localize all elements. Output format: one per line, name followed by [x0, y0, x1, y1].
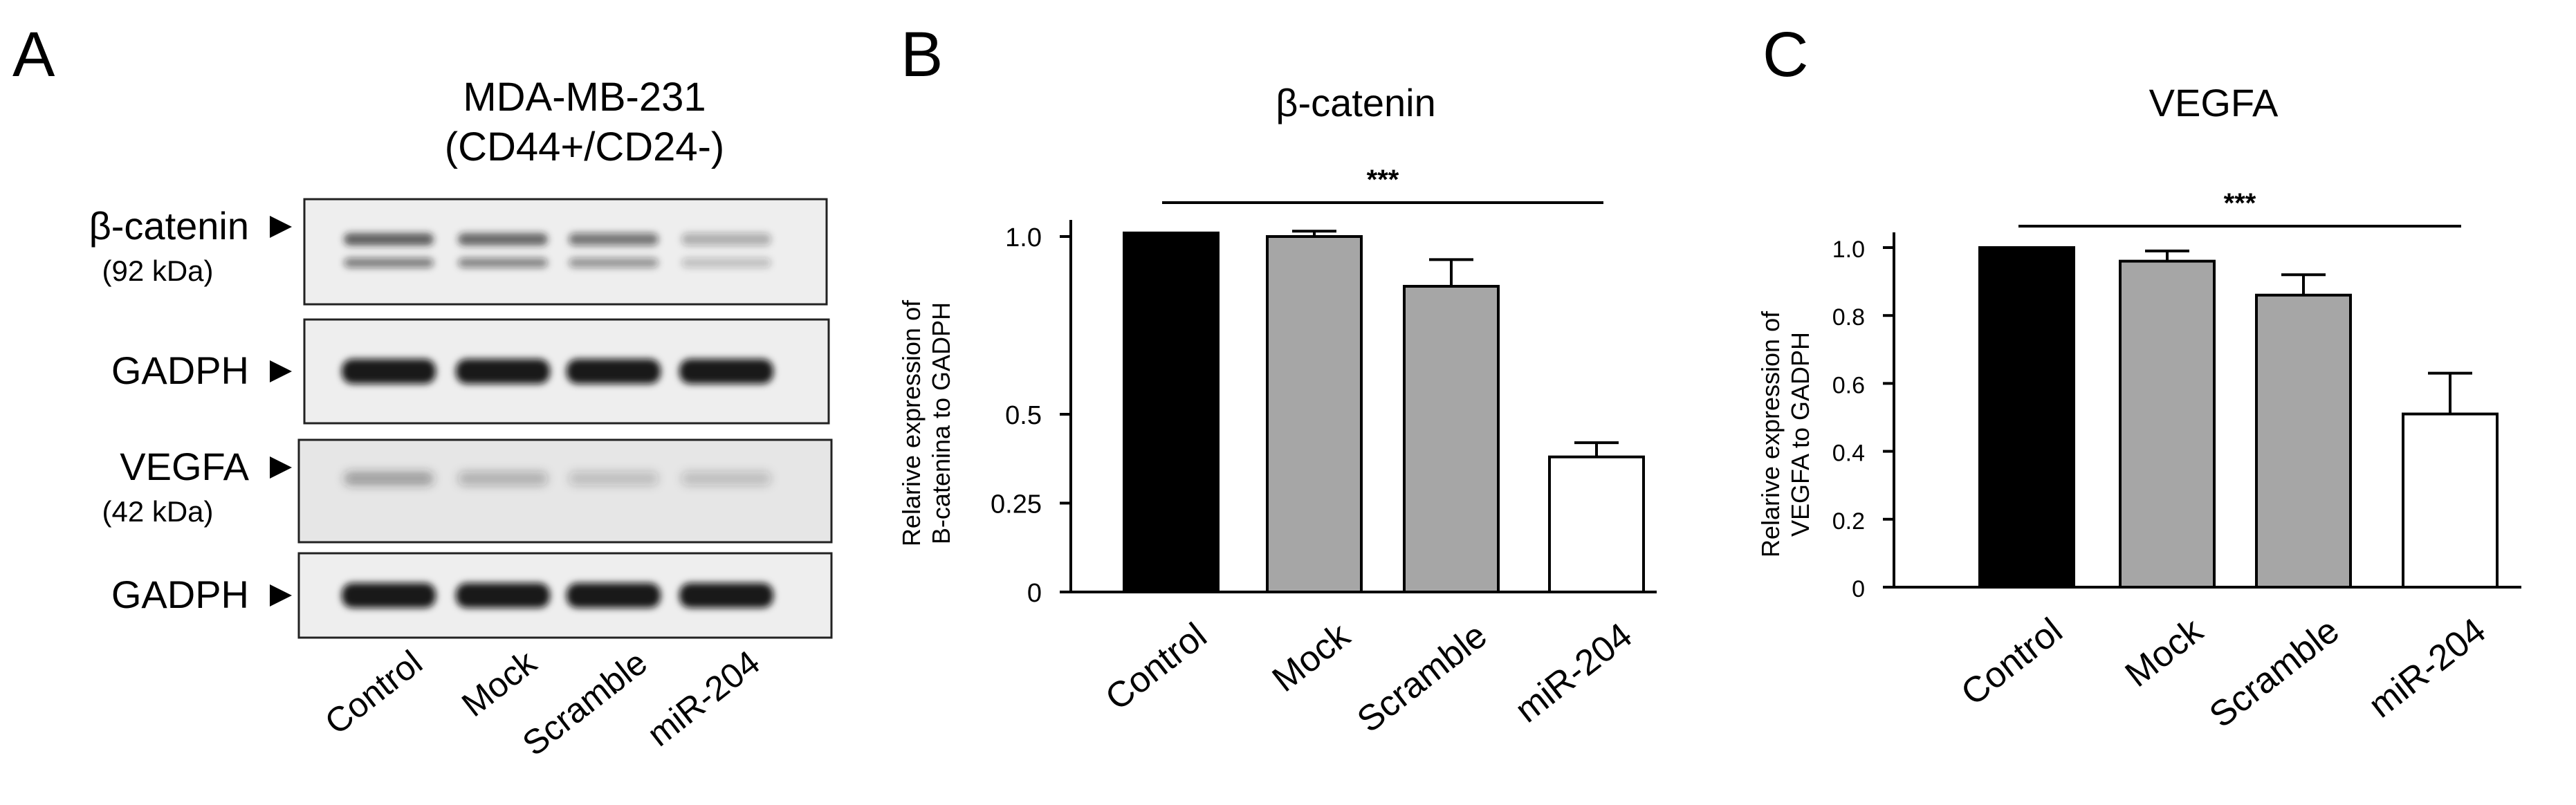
blot-band: [344, 233, 434, 246]
blot-band: [458, 472, 548, 485]
blot-membrane: [303, 198, 828, 306]
y-tick-label: 0.25: [991, 490, 1042, 519]
blot-band: [456, 359, 550, 384]
lane-label: miR-204: [640, 643, 766, 754]
blot-band: [569, 233, 659, 246]
panel-c: C VEGFA Relarive expression of VEGFA to …: [1756, 19, 2521, 736]
y-tick-label: 0.4: [1832, 441, 1865, 467]
blot-band: [458, 258, 548, 268]
blot-protein-label: VEGFA: [120, 445, 249, 488]
blot-band: [344, 258, 434, 268]
bar-scramble: [1403, 284, 1500, 593]
blot-band: [342, 359, 436, 384]
blot-kda-label: (92 kDa): [102, 255, 213, 287]
panel-a-label: A: [12, 19, 55, 90]
panel-b: B β-catenin Relarive expression of B-cat…: [897, 19, 1657, 741]
lane-label: Mock: [454, 642, 544, 724]
blot-protein-label: GADPH: [111, 573, 249, 616]
lane-label: Control: [318, 643, 429, 742]
blot-band: [681, 472, 771, 485]
band-arrow-icon: [270, 584, 292, 607]
blot-4: GADPH: [111, 552, 833, 639]
bar-control: [1978, 246, 2075, 589]
band-arrow-icon: [270, 360, 292, 382]
x-tick-label: Scramble: [1350, 616, 1495, 741]
x-tick-label: Scramble: [2202, 611, 2347, 736]
chart-c-title: VEGFA: [2149, 81, 2279, 124]
blot-band: [456, 583, 550, 608]
blot-membrane: [297, 438, 833, 544]
blot-band: [567, 583, 661, 608]
chart-b-title: β-catenin: [1276, 81, 1435, 124]
y-tick-label: 0.6: [1832, 372, 1865, 398]
blot-band: [679, 583, 773, 608]
x-tick-label: Mock: [2118, 610, 2211, 695]
x-tick-label: Control: [1098, 616, 1215, 719]
blot-band: [681, 258, 771, 268]
lane-label: Scramble: [515, 643, 654, 764]
bar-mock: [1266, 235, 1363, 593]
blot-kda-label: (42 kDa): [102, 495, 213, 528]
western-blots: β-catenin (92 kDa) GADPH VEGFA (42 kDa) GADPH: [89, 198, 833, 639]
blot-band: [344, 472, 434, 485]
blot-title-line2: (CD44+/CD24-): [445, 124, 725, 169]
bar-control: [1123, 231, 1220, 593]
y-tick-label: 0.5: [1005, 401, 1042, 430]
panel-a: A MDA-MB-231 (CD44+/CD24-) β-catenin (92 …: [12, 19, 833, 764]
chart-c-ylabel-line2: VEGFA to GADPH: [1786, 332, 1814, 537]
x-tick-label: Mock: [1265, 615, 1358, 700]
blot-title-line1: MDA-MB-231: [463, 75, 706, 120]
x-tick-label: miR-204: [1508, 616, 1640, 731]
blot-1: β-catenin (92 kDa): [89, 198, 828, 306]
blot-band: [569, 472, 659, 485]
chart-b-ylabel-line1: Relarive expression of: [897, 299, 926, 546]
blot-band: [458, 233, 548, 246]
bar-mir-204: [1548, 455, 1645, 593]
y-tick-label: 1.0: [1005, 223, 1042, 252]
blot-band: [681, 233, 771, 246]
bar-mir-204: [2402, 412, 2499, 589]
y-tick-label: 1.0: [1832, 237, 1865, 263]
blot-band: [342, 583, 436, 608]
x-tick-label: miR-204: [2362, 611, 2494, 726]
panel-b-label: B: [901, 19, 943, 90]
blot-3: VEGFA (42 kDa): [102, 438, 833, 544]
band-arrow-icon: [270, 456, 292, 479]
x-tick-label: Control: [1954, 611, 2070, 714]
bar-mock: [2119, 259, 2216, 589]
panel-c-label: C: [1763, 19, 1808, 90]
band-arrow-icon: [270, 216, 292, 238]
chart-c-ylabel-line1: Relarive expression of: [1756, 311, 1785, 557]
blot-band: [567, 359, 661, 384]
y-tick-label: 0: [1027, 579, 1042, 608]
blot-band: [679, 359, 773, 384]
significance-label: ***: [2224, 188, 2256, 219]
blot-band: [569, 258, 659, 268]
blot-2: GADPH: [111, 318, 830, 425]
y-tick-label: 0.8: [1832, 304, 1865, 331]
chart-b-ylabel-line2: B-catenina to GADPH: [927, 302, 955, 544]
y-tick-label: 0: [1852, 576, 1865, 602]
blot-protein-label: β-catenin: [89, 204, 249, 248]
blot-protein-label: GADPH: [111, 349, 249, 392]
bar-scramble: [2255, 293, 2352, 589]
y-tick-label: 0.2: [1832, 508, 1865, 535]
significance-label: ***: [1367, 165, 1399, 195]
